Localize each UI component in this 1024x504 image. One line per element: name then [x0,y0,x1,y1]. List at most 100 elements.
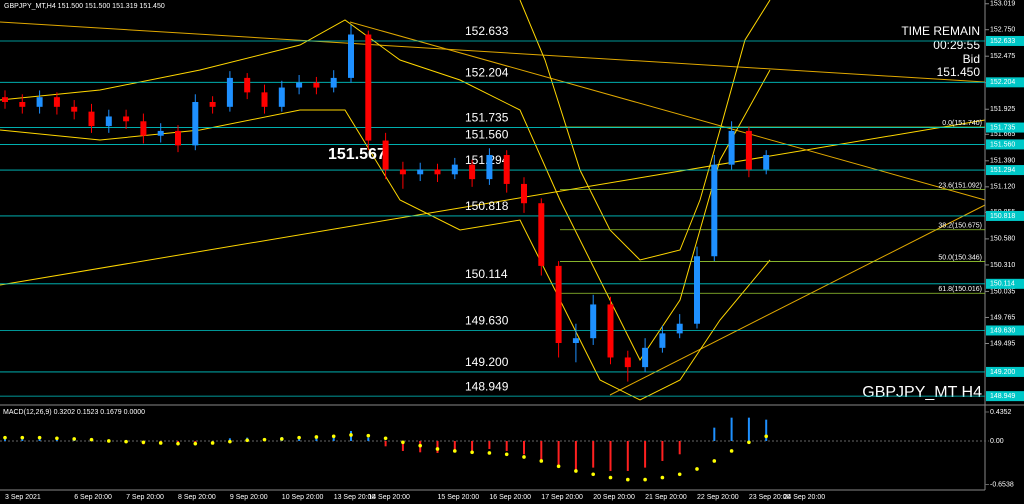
fib-label: 61.8(150.016) [938,286,982,293]
indicator-lines [0,0,986,401]
signal-dot [487,451,492,455]
signal-dot [695,467,699,471]
axis-level-label: 149.630 [990,327,1015,334]
y-tick-label: 153.019 [990,1,1015,8]
x-tick-label: 13 Sep 20:00 [334,494,376,501]
candle-body [572,338,579,344]
x-tick-label: 22 Sep 20:00 [697,494,739,501]
candle-body [486,155,493,180]
candle-body [451,164,458,175]
signal-dot [349,433,353,437]
candle-body [763,155,770,170]
fib-label: 23.6(151.092) [938,182,982,189]
candle-body [296,82,303,88]
axis-level-label: 149.200 [990,369,1015,376]
signal-dot [608,475,613,480]
signal-dot [262,437,267,442]
fib-label: 38.2(150.675) [938,223,982,230]
candle-body [624,357,631,368]
axis-level-box [986,210,1024,221]
level-label: 149.200 [465,355,509,369]
signal-dot [193,441,198,446]
signal-dot [643,477,647,482]
signal-dot [331,434,336,439]
signal-dot [435,447,440,451]
y-tick-label: 150.035 [990,288,1015,295]
level-label: 151.735 [465,111,509,125]
candle-body [676,323,683,334]
x-tick-label: 7 Sep 20:00 [126,494,164,501]
candle-body [226,77,233,107]
signal-dot [660,475,665,480]
axis-level-box [986,325,1024,336]
candle-body [36,97,43,107]
signal-dot [470,450,474,455]
price-annotation: 151.567 [328,146,386,163]
candle-body [157,130,164,136]
signal-dot [314,435,319,439]
candle-body [728,130,735,165]
candle-body [434,169,441,175]
signal-dot [383,436,388,441]
axis-level-box [986,77,1024,88]
signal-dot [366,433,371,438]
signal-dot [453,449,457,453]
y-tick-label: 151.120 [990,184,1015,191]
bid-label: Bid [963,52,980,66]
candle-body [88,111,95,127]
x-tick-label: 8 Sep 20:00 [178,494,216,501]
axis-level-box [986,366,1024,377]
axis-level-label: 148.949 [990,393,1015,400]
candle-body [745,130,752,170]
signal-dot [539,459,544,463]
axis-level-label: 152.633 [990,38,1015,45]
candle-body [590,304,597,339]
signal-dot [124,439,128,444]
x-tick-label: 15 Sep 20:00 [438,494,480,501]
candle-body [521,183,527,204]
y-tick-label: 149.495 [990,340,1015,347]
signal-dot [158,441,163,445]
fib-label: 50.0(150.346) [938,254,982,261]
x-tick-label: 23 Sep 20:00 [749,494,791,501]
candle-body [330,77,337,88]
candle-body [694,256,700,324]
signal-dot [210,441,215,445]
x-tick-label: 16 Sep 20:00 [489,494,531,501]
candle-body [123,116,130,122]
signal-dot [297,435,301,440]
candle-body [538,203,545,266]
axis-level-box [986,139,1024,150]
candle-body [417,169,424,175]
symbol-info: GBPJPY_MT,H4 151.500 151.500 151.319 151… [4,3,165,10]
y-tick-label: -0.6538 [990,481,1014,488]
candle-body [555,265,562,344]
signal-dot [72,437,76,441]
level-label: 152.633 [465,24,509,38]
signal-dot [176,441,180,446]
signal-dot [729,449,734,453]
envelope [519,0,771,261]
x-tick-label: 9 Sep 20:00 [230,494,268,501]
axis-level-label: 151.560 [990,141,1015,148]
signal-dot [401,440,405,445]
axis-level-box [986,165,1024,176]
y-tick-label: 150.580 [990,236,1015,243]
x-tick-label: 17 Sep 20:00 [541,494,583,501]
x-tick-label: 14 Sep 20:00 [368,494,410,501]
macd-title: MACD(12,26,9) 0.3202 0.1523 0.1679 0.000… [3,409,145,416]
trend-line [0,119,986,286]
candle-body [313,82,320,88]
signal-dot [3,435,7,440]
signal-dot [141,440,146,445]
axis-level-box [986,278,1024,289]
axis-level-box [986,35,1024,46]
x-tick-label: 20 Sep 20:00 [593,494,635,501]
signal-dot [228,439,232,444]
x-tick-label: 24 Sep 20:00 [784,494,826,501]
axis-level-box [986,122,1024,133]
candle-body [2,97,8,102]
candle-body [192,101,199,146]
signal-dot [245,438,249,443]
